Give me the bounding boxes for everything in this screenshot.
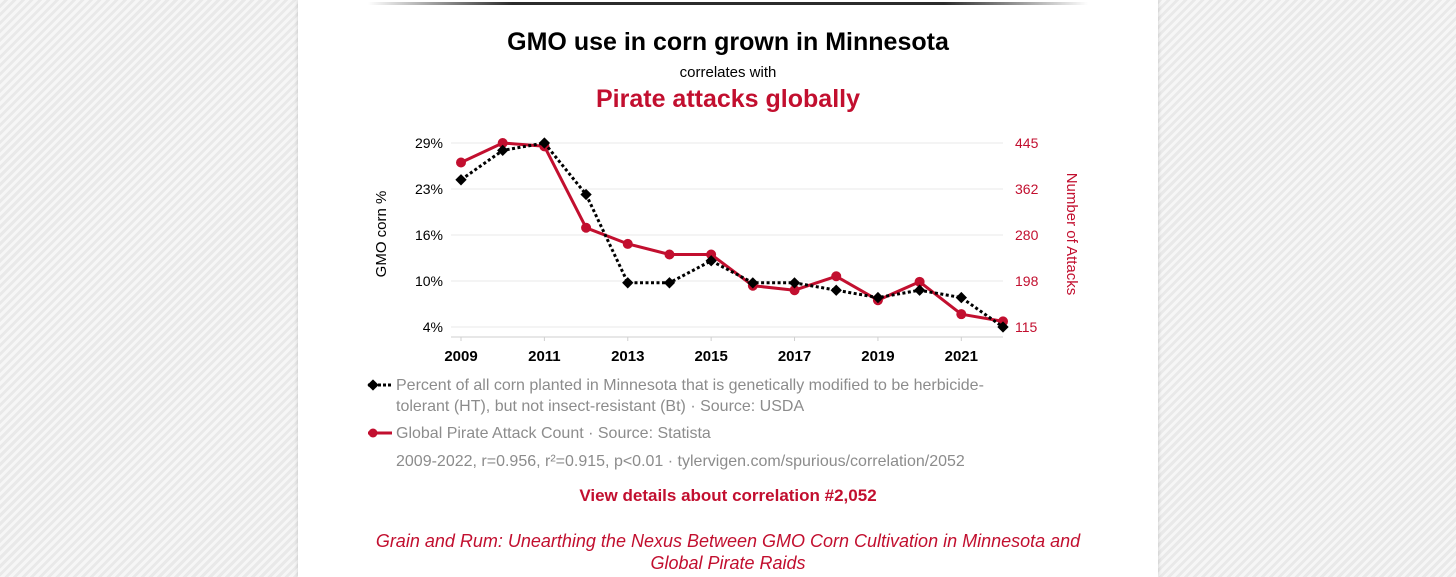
data-point-pirate-attacks xyxy=(831,271,842,282)
data-point-gmo-corn xyxy=(455,174,467,186)
view-details-link[interactable]: View details about correlation #2,052 xyxy=(579,486,877,505)
data-point-pirate-attacks xyxy=(581,222,592,233)
x-tick-label: 2013 xyxy=(611,348,644,365)
data-point-gmo-corn xyxy=(872,291,884,304)
series-pirate-attacks xyxy=(456,138,1008,327)
x-tick-label: 2021 xyxy=(945,348,978,365)
correlation-stats: 2009-2022, r=0.956, r²=0.915, p<0.01 · t… xyxy=(396,453,965,470)
y-right-tick-label: 280 xyxy=(1015,227,1039,243)
data-point-gmo-corn xyxy=(622,277,634,289)
data-point-gmo-corn xyxy=(788,277,801,289)
top-divider xyxy=(368,2,1088,5)
x-tick-label: 2011 xyxy=(528,348,561,365)
x-tick-label: 2009 xyxy=(444,348,477,365)
data-point-pirate-attacks xyxy=(789,285,800,296)
data-point-pirate-attacks xyxy=(456,157,466,168)
data-point-gmo-corn xyxy=(913,284,926,296)
data-point-pirate-attacks xyxy=(497,138,508,148)
y-right-tick-label: 198 xyxy=(1015,273,1039,289)
y-left-tick-label: 23% xyxy=(415,181,443,197)
x-tick-label: 2015 xyxy=(694,348,727,365)
data-point-gmo-corn xyxy=(663,277,676,289)
chart-title-connector: correlates with xyxy=(679,64,777,81)
data-point-gmo-corn xyxy=(955,291,967,304)
data-point-pirate-attacks xyxy=(956,309,967,320)
data-point-gmo-corn xyxy=(830,284,842,296)
legend-text-gmo-corn: Percent of all corn planted in Minnesota… xyxy=(396,377,984,415)
data-point-pirate-attacks xyxy=(664,249,675,260)
data-point-gmo-corn xyxy=(580,188,592,201)
series-line-pirate-attacks xyxy=(460,141,1004,323)
y-left-tick-label: 10% xyxy=(415,273,443,289)
chart-title-series-b: Pirate attacks globally xyxy=(595,85,860,113)
circle-solid-line-icon xyxy=(368,428,392,438)
x-tick-label: 2017 xyxy=(778,348,811,365)
y-right-tick-label: 362 xyxy=(1015,181,1039,197)
data-point-pirate-attacks xyxy=(706,249,717,260)
y-left-tick-label: 29% xyxy=(415,135,443,151)
y-right-tick-label: 445 xyxy=(1015,135,1039,151)
series-line-gmo-corn xyxy=(460,141,1004,329)
diamond-dotted-line-icon xyxy=(367,379,392,391)
legend-item-gmo-corn: Percent of all corn planted in Minnesota… xyxy=(366,375,1066,419)
y-axis-right-label: Number of Attacks xyxy=(1063,173,1080,296)
legend-text-pirate-attacks: Global Pirate Attack Count · Source: Sta… xyxy=(396,425,711,442)
axes: 29% 445 23% 362 16% 280 10% 198 4% 115 2009 2011 201… xyxy=(415,135,1039,365)
chart-title-series-a: GMO use in corn grown in Minnesota xyxy=(507,28,949,56)
y-right-tick-label: 115 xyxy=(1015,319,1038,335)
y-axis-left-label: GMO corn % xyxy=(373,191,390,278)
gridlines xyxy=(451,142,1003,328)
data-point-gmo-corn xyxy=(997,321,1009,333)
correlation-card: GMO use in corn grown in Minnesota corre… xyxy=(298,0,1158,577)
y-left-tick-label: 4% xyxy=(423,319,443,335)
x-tick-label: 2019 xyxy=(861,348,894,365)
data-point-pirate-attacks xyxy=(622,238,633,249)
data-point-pirate-attacks xyxy=(914,276,925,287)
paper-title-link[interactable]: Grain and Rum: Unearthing the Nexus Betw… xyxy=(375,531,1081,573)
legend-item-pirate-attacks: Global Pirate Attack Count · Source: Sta… xyxy=(366,423,1066,445)
y-left-tick-label: 16% xyxy=(415,227,443,243)
dual-axis-line-chart: 29% 445 23% 362 16% 280 10% 198 4% 115 2009 2011 201… xyxy=(373,135,1080,365)
